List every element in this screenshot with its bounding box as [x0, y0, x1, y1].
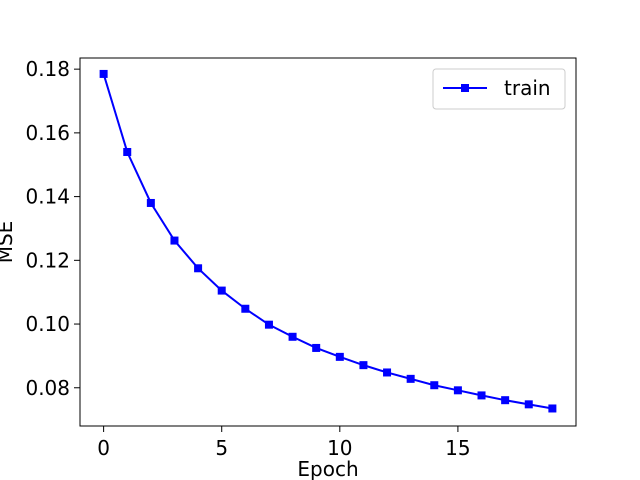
legend-marker-sample — [461, 84, 469, 92]
legend-label: train — [504, 76, 551, 100]
data-point — [406, 374, 415, 383]
x-tick-label: 10 — [327, 436, 352, 460]
data-point — [312, 343, 321, 352]
data-point — [241, 304, 250, 313]
y-tick-label: 0.16 — [25, 121, 70, 145]
y-tick-label: 0.10 — [25, 312, 70, 336]
y-tick-label: 0.12 — [25, 248, 70, 272]
data-point — [359, 361, 368, 370]
x-tick-label: 5 — [215, 436, 228, 460]
data-point — [453, 386, 462, 395]
series-layer — [99, 69, 557, 413]
plot-frame — [79, 57, 577, 427]
data-point — [477, 391, 486, 400]
x-tick-label: 15 — [445, 436, 470, 460]
data-point — [548, 404, 557, 413]
y-tick-label: 0.08 — [25, 376, 70, 400]
data-point — [123, 147, 132, 156]
y-tick-label: 0.14 — [25, 185, 70, 209]
x-tick-label: 0 — [97, 436, 110, 460]
legend-box — [432, 68, 566, 110]
data-point — [217, 286, 226, 295]
data-point — [264, 320, 273, 329]
data-point — [501, 396, 510, 405]
data-point — [524, 400, 533, 409]
data-point — [194, 264, 203, 273]
x-axis-label: Epoch — [297, 457, 358, 480]
data-point — [335, 352, 344, 361]
data-point — [383, 368, 392, 377]
data-point — [99, 69, 108, 78]
x-axis-ticks: 0 5 10 15 — [97, 426, 471, 460]
legend: train — [432, 68, 566, 110]
data-point — [146, 198, 155, 207]
data-point — [288, 332, 297, 341]
data-point — [170, 236, 179, 245]
y-axis-label: MSE — [0, 221, 17, 264]
plot-area — [80, 58, 576, 426]
data-point — [430, 381, 439, 390]
y-axis-ticks: 0.08 0.10 0.12 0.14 0.16 0.18 — [25, 57, 80, 400]
y-tick-label: 0.18 — [25, 57, 70, 81]
